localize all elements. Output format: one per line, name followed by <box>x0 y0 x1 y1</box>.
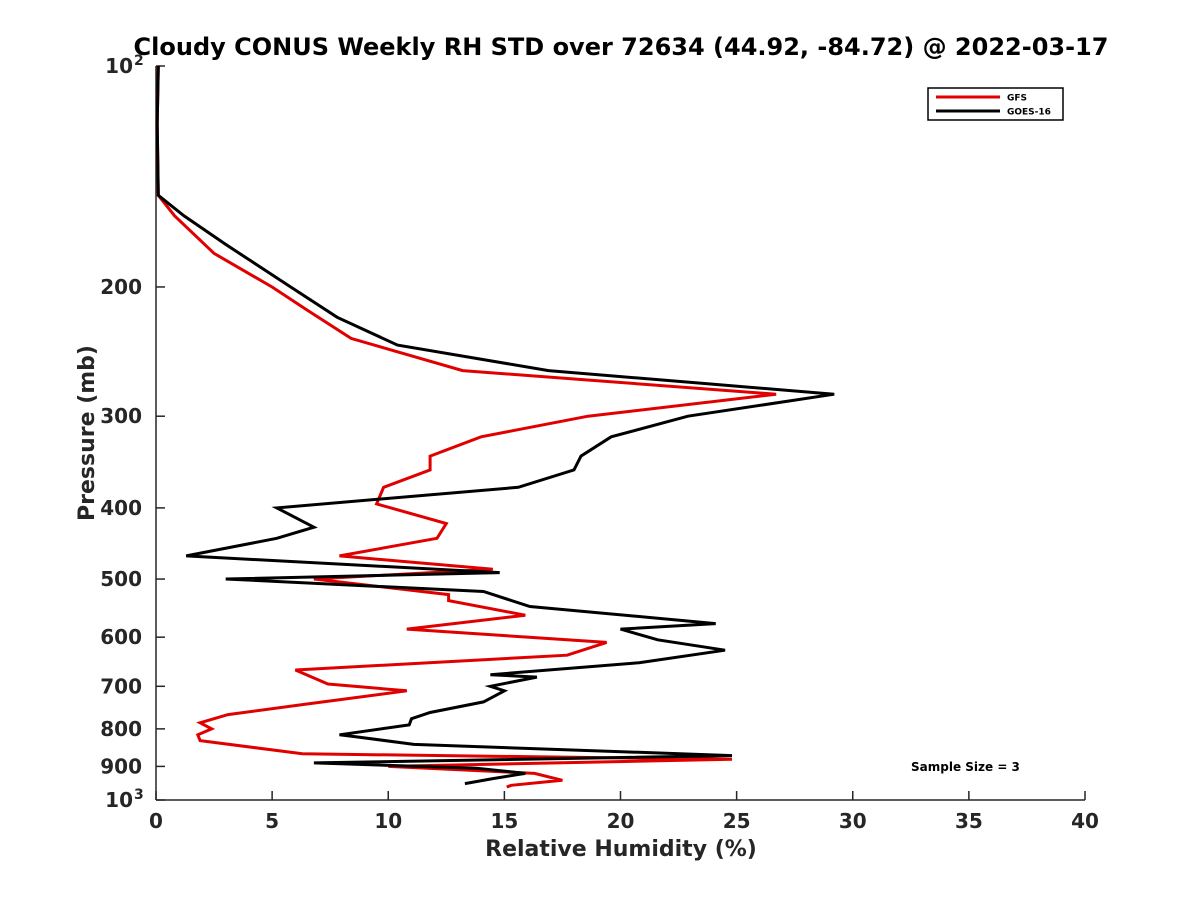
plot-area: 0 5 10 15 20 25 30 35 40 10 220030040050060070080… <box>100 53 1099 833</box>
y-tick-label: 500 <box>100 567 142 591</box>
y-tick-label: 600 <box>100 625 142 649</box>
y-tick-label: 200 <box>100 275 142 299</box>
y-axis-label: Pressure (mb) <box>75 345 100 521</box>
x-tick-label: 10 <box>374 809 402 833</box>
sample-size-annotation: Sample Size = 3 <box>911 760 1020 774</box>
y-tick-label: 10 <box>105 54 133 78</box>
legend-entries: GFS GOES-16 <box>936 94 1051 118</box>
series-line-goes-16 <box>155 65 835 786</box>
x-tick-label: 5 <box>265 809 279 833</box>
legend: GFS GOES-16 <box>927 87 1064 121</box>
x-tick-label: 15 <box>490 809 518 833</box>
x-tick-label: 40 <box>1071 809 1099 833</box>
y-tick-label: 800 <box>100 717 142 741</box>
y-tick-exponent: 3 <box>134 787 144 803</box>
y-tick-label: 900 <box>100 754 142 778</box>
y-tick-label: 700 <box>100 674 142 698</box>
x-axis-label: Relative Humidity (%) <box>485 837 757 862</box>
y-tick-label: 10 <box>105 788 133 812</box>
y-tick-label: 300 <box>100 404 142 428</box>
y-tick-exponent: 2 <box>134 53 144 69</box>
x-tick-label: 35 <box>955 809 983 833</box>
x-tick-label: 20 <box>607 809 635 833</box>
chart-title: Cloudy CONUS Weekly RH STD over 72634 (4… <box>134 33 1109 61</box>
series-line-gfs <box>155 65 777 789</box>
legend-label: GOES-16 <box>1007 108 1051 118</box>
x-tick-label: 30 <box>839 809 867 833</box>
series-lines <box>155 65 835 789</box>
x-ticks: 0 5 10 15 20 25 30 35 40 <box>149 791 1099 833</box>
y-tick-label: 400 <box>100 496 142 520</box>
x-tick-label: 25 <box>723 809 751 833</box>
legend-box <box>927 87 1064 121</box>
legend-label: GFS <box>1007 94 1027 104</box>
x-tick-label: 0 <box>149 809 163 833</box>
